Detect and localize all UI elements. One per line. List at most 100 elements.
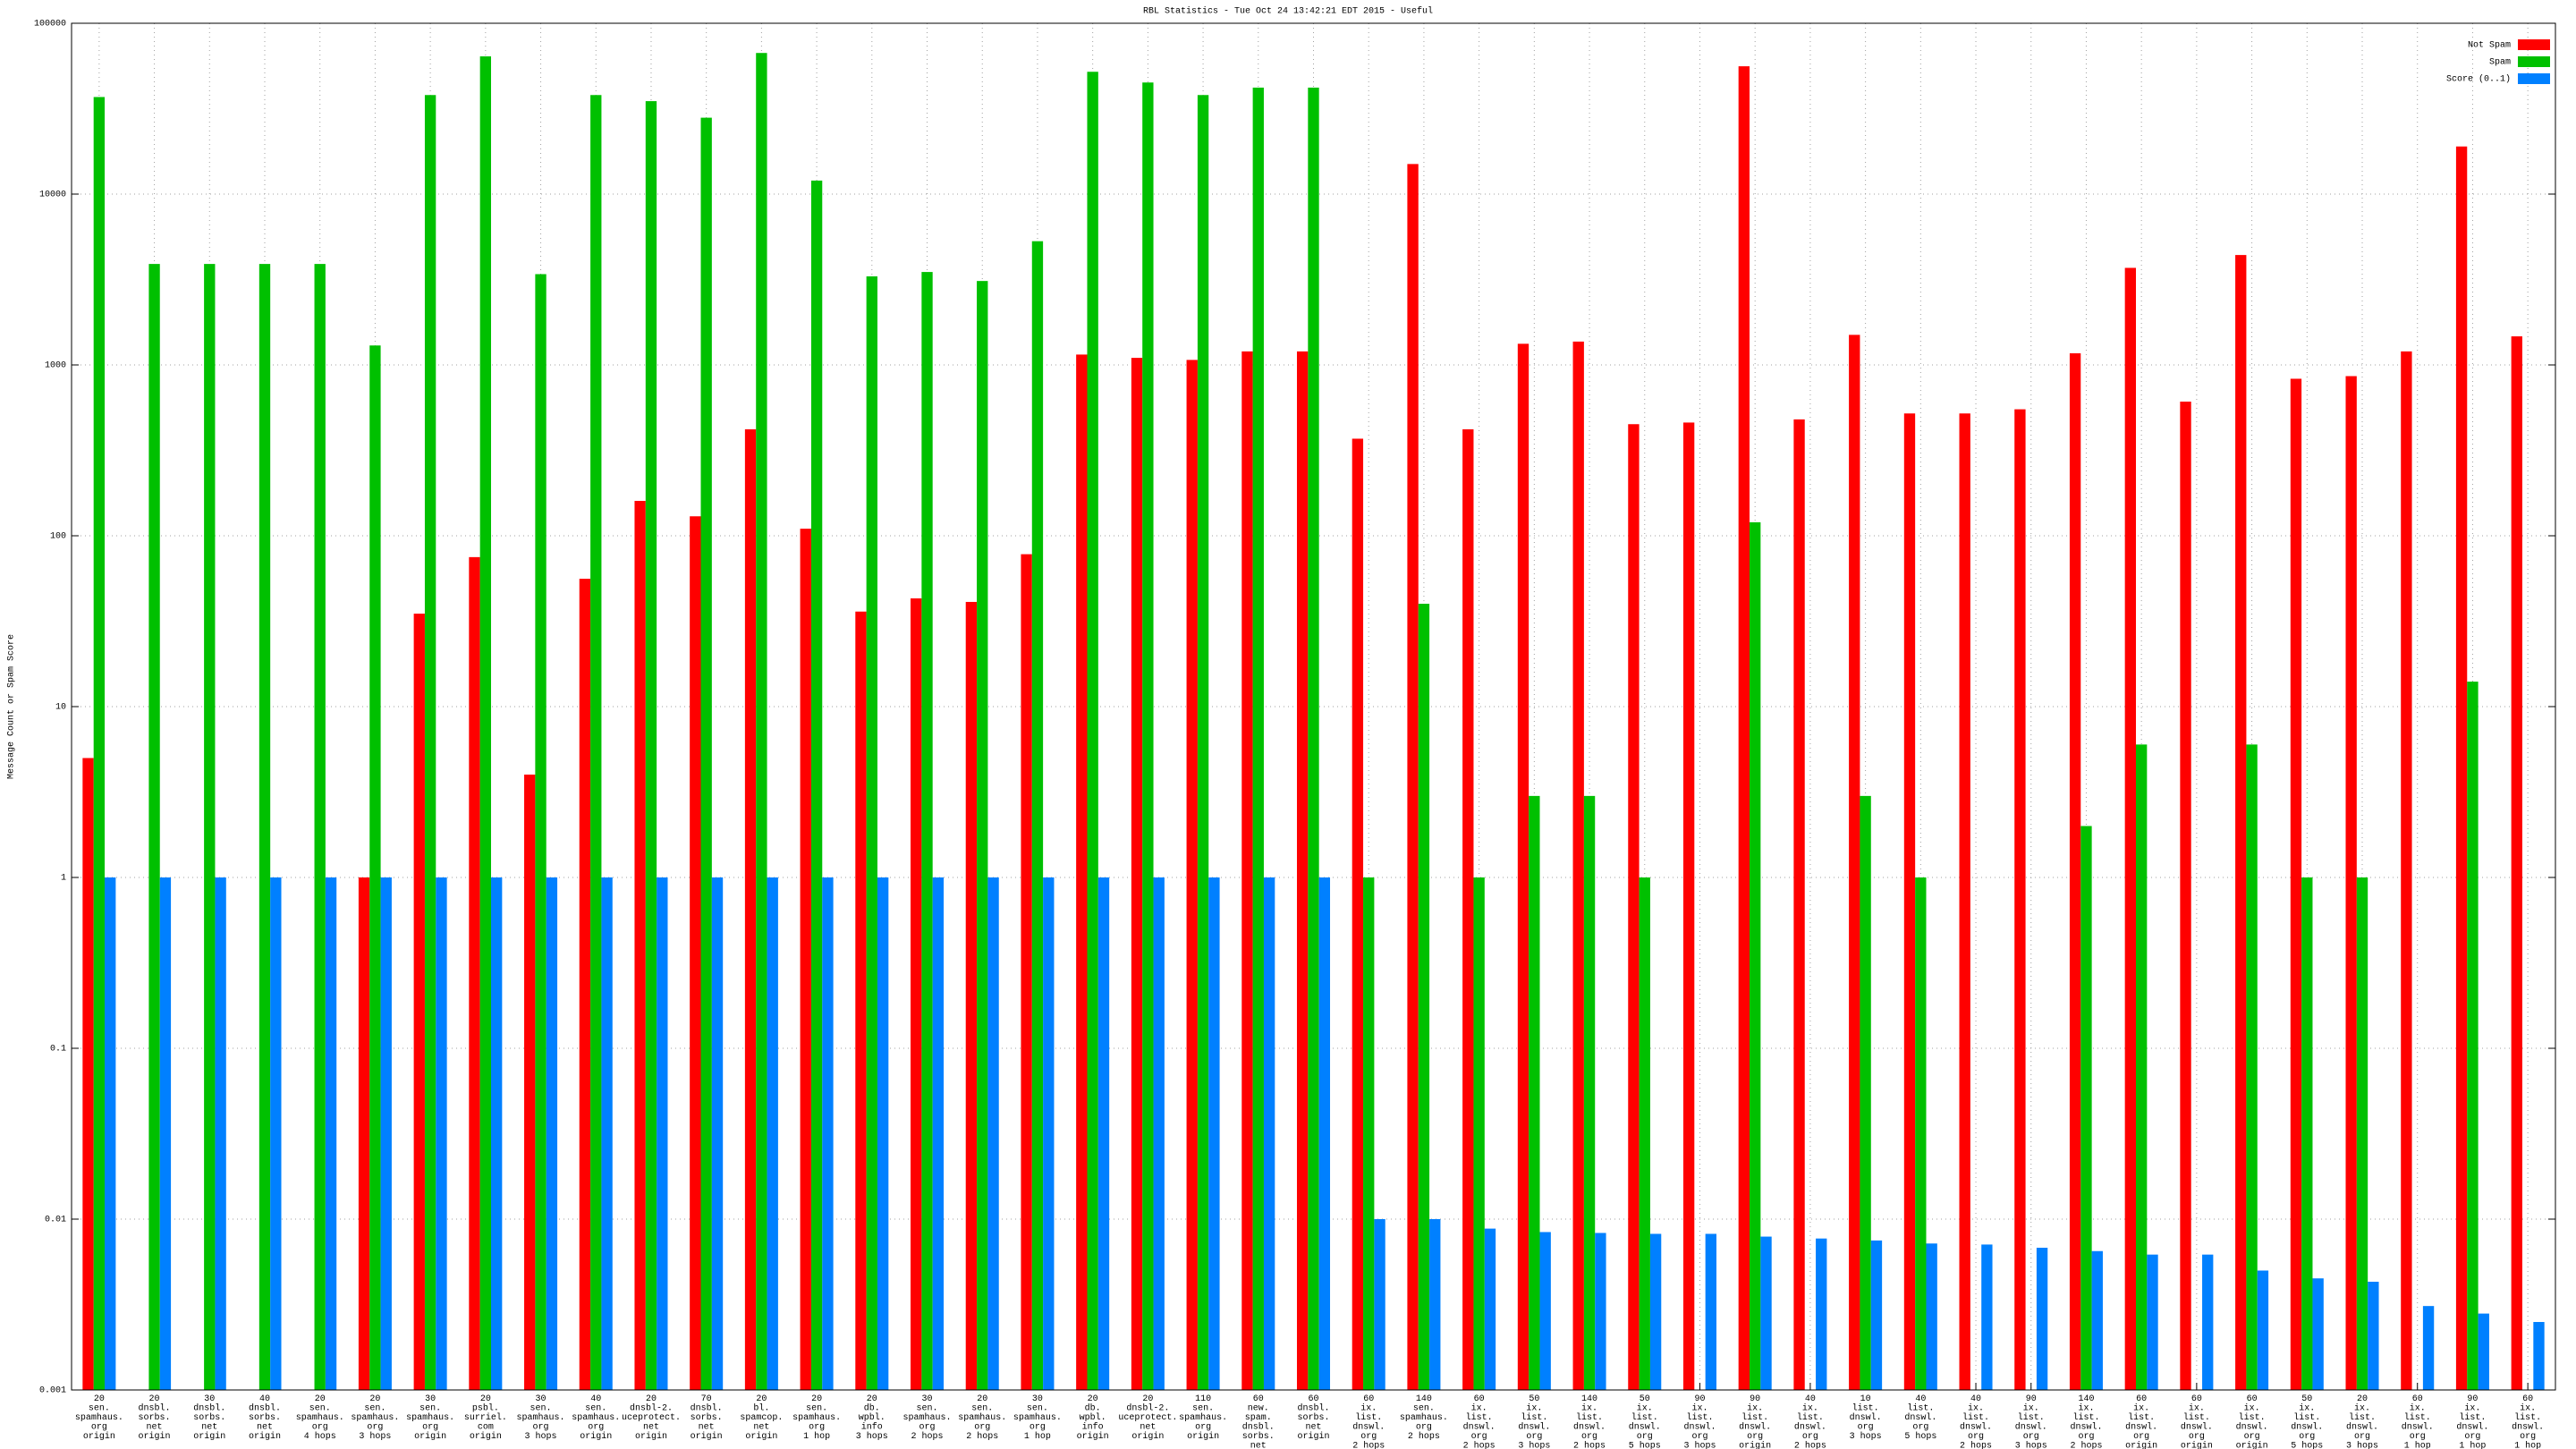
x-tick-label-line: ix. [1747,1403,1763,1414]
x-tick-label-line: sen. [971,1404,993,1414]
bar [2124,267,2136,1390]
x-tick-label-line: 40 [1805,1394,1816,1404]
x-tick-label-line: dnswl. [1739,1422,1771,1433]
x-tick-label-line: ix. [1581,1403,1597,1414]
x-tick-label-line: org [533,1423,549,1433]
x-tick-label-line: 20 [480,1394,491,1404]
x-tick-label-line: 3 hops [1850,1431,1882,1442]
x-tick-label: 60 ix. list. dnswl. org 1 hop [2512,1394,2544,1449]
x-tick-label-line: sen. [419,1404,441,1414]
bar [1915,877,1927,1390]
x-tick-label-line: ix. [1968,1403,1984,1414]
bar [1529,795,1540,1390]
x-tick-label: 140 ix. list. dnswl. org 2 hops [1573,1394,1606,1449]
x-tick-label-line: list. [1907,1403,1934,1414]
bar [590,95,602,1390]
x-tick-label-line: sorbs. [1297,1412,1329,1423]
x-tick-label-line: sorbs. [249,1412,281,1423]
x-tick-label-line: org [974,1423,990,1433]
x-tick-label-line: net [201,1423,217,1433]
x-tick-label-line: origin [249,1431,281,1442]
x-tick-label-line: dnswl. [1352,1422,1385,1433]
x-tick-label-line: 40 [1970,1394,1981,1404]
bar [2246,744,2258,1390]
bar [2080,826,2092,1390]
x-tick-label: 20 psbl. surriel. com origin [464,1394,507,1442]
x-tick-label-line: org [1195,1423,1211,1433]
x-tick-label-line: origin [1077,1431,1109,1442]
bar [546,877,558,1390]
x-tick-label-line: 20 [315,1394,326,1404]
x-tick-label: 20 dnsbl. sorbs. net origin [139,1394,171,1442]
bar [159,877,172,1390]
x-tick-label-line: list. [1521,1412,1547,1423]
bar [977,281,988,1390]
x-tick-label-line: sen. [917,1404,938,1414]
x-tick-label-line: net [1250,1442,1267,1449]
x-tick-label-line: 10 [1860,1394,1871,1404]
x-tick-label-line: sorbs. [193,1412,225,1423]
x-tick-label: 90 ix. list. dnswl. org origin [1739,1394,1771,1449]
x-tick-label-line: spamhaus. [572,1412,620,1423]
x-tick-label-line: 20 [94,1394,105,1404]
x-tick-label-line: psbl. [472,1403,499,1414]
x-tick-label-line: org [1691,1432,1707,1442]
bar [1572,341,1584,1391]
x-tick-label-line: sen. [1027,1404,1048,1414]
bar [1087,72,1098,1390]
x-tick-label-line: list. [2183,1412,2210,1423]
bar [1462,428,1474,1391]
x-tick-label-line: dnswl. [1683,1422,1716,1433]
x-tick-label-line: origin [1297,1431,1329,1442]
x-tick-label-line: ix. [2133,1403,2149,1414]
x-tick-label-line: 30 [922,1394,933,1404]
x-tick-label-line: sen. [89,1404,110,1414]
x-tick-label-line: sen. [806,1404,827,1414]
x-tick-label-line: list. [1631,1412,1658,1423]
x-tick-label-line: info [1082,1422,1104,1433]
bar [822,877,834,1390]
bar [424,95,436,1390]
x-tick-label-line: list. [2459,1412,2486,1423]
bar [2301,877,2313,1390]
x-tick-label-line: ix. [2078,1403,2094,1414]
x-tick-label-line: dnswl. [2456,1422,2488,1433]
x-tick-label-line: spamcop. [740,1413,783,1423]
x-tick-label-line: dnswl. [2181,1422,2213,1433]
x-tick-label-line: 30 [1032,1394,1043,1404]
x-tick-label-line: 60 [1253,1394,1264,1404]
bar [1583,795,1596,1390]
bar [1539,1232,1551,1390]
y-tick-label: 0.001 [39,1386,66,1396]
x-tick-label-line: ix. [1471,1403,1487,1414]
x-tick-label-line: uceprotect. [1118,1413,1177,1423]
x-tick-label-line: 2 hops [1573,1441,1606,1449]
bar [1031,241,1044,1390]
x-tick-label-line: dnswl. [2346,1422,2378,1433]
bar [2511,336,2522,1391]
x-tick-label-line: 20 [1142,1394,1153,1404]
x-tick-label-line: spamhaus. [1013,1412,1062,1423]
bar [1263,877,1275,1390]
bar [1131,358,1143,1390]
y-tick-label: 10000 [39,191,66,200]
bar [1760,1236,1772,1390]
bar [767,877,778,1390]
y-axis-label: Message Count or Spam Score [7,634,17,779]
x-tick-label-line: wpbl. [859,1412,886,1423]
x-tick-label: 40 sen. spamhaus. org origin [572,1394,620,1442]
y-tick-label: 1000 [45,361,66,371]
bar [2257,1270,2269,1390]
x-tick-label: 20 dnsbl-2. uceprotect. net origin [622,1394,681,1442]
bar [1484,1228,1496,1390]
bar [1429,1219,1441,1390]
x-tick-label-line: sen. [364,1404,386,1414]
x-tick-label: 10 list. dnswl. org 3 hops [1850,1394,1882,1442]
x-tick-label-line: dnsbl. [139,1403,171,1414]
x-tick-label: 60 ix. list. dnswl. org 2 hops [1352,1394,1385,1449]
bar [479,56,492,1390]
x-tick-label-line: org [312,1423,328,1433]
x-tick-label-line: 30 [536,1394,547,1404]
bar [1142,82,1154,1390]
